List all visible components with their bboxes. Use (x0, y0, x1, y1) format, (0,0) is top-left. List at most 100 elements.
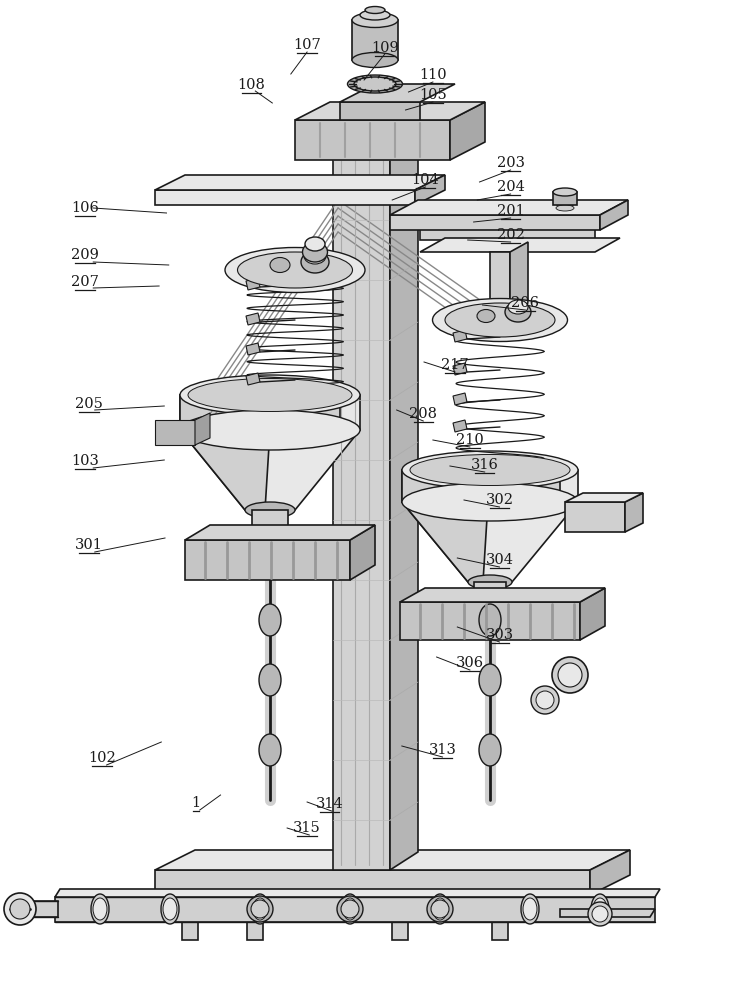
Ellipse shape (556, 201, 574, 207)
Polygon shape (450, 102, 485, 160)
Polygon shape (415, 175, 445, 205)
Polygon shape (510, 242, 528, 310)
Circle shape (531, 686, 559, 714)
Text: 102: 102 (88, 751, 116, 765)
Ellipse shape (180, 410, 360, 450)
Polygon shape (400, 588, 605, 602)
Polygon shape (490, 252, 510, 310)
Ellipse shape (354, 77, 396, 91)
Text: 209: 209 (71, 248, 99, 262)
Polygon shape (155, 870, 590, 895)
Text: 202: 202 (497, 228, 525, 242)
Circle shape (592, 906, 608, 922)
Ellipse shape (180, 375, 360, 415)
Ellipse shape (431, 894, 449, 924)
Ellipse shape (508, 300, 528, 314)
Circle shape (10, 899, 30, 919)
Ellipse shape (270, 257, 290, 272)
Text: 217: 217 (441, 358, 469, 372)
Ellipse shape (348, 75, 403, 93)
Polygon shape (295, 102, 485, 120)
Text: 203: 203 (497, 156, 525, 170)
Ellipse shape (259, 604, 281, 636)
Polygon shape (565, 502, 625, 532)
Text: 1: 1 (192, 796, 201, 810)
Ellipse shape (591, 894, 609, 924)
Text: 201: 201 (497, 204, 525, 218)
Circle shape (552, 657, 588, 693)
Ellipse shape (188, 378, 352, 412)
Ellipse shape (556, 193, 574, 199)
Polygon shape (392, 892, 408, 940)
Ellipse shape (343, 898, 357, 920)
Ellipse shape (402, 451, 578, 489)
Polygon shape (195, 413, 210, 445)
Ellipse shape (251, 894, 269, 924)
Text: 210: 210 (456, 433, 484, 447)
Text: 306: 306 (456, 656, 484, 670)
Polygon shape (185, 525, 375, 540)
Ellipse shape (479, 734, 501, 766)
Ellipse shape (360, 10, 390, 20)
Polygon shape (580, 588, 605, 640)
Ellipse shape (259, 734, 281, 766)
Ellipse shape (259, 664, 281, 696)
Ellipse shape (593, 898, 607, 920)
Ellipse shape (303, 242, 328, 262)
Polygon shape (402, 502, 578, 582)
Text: 110: 110 (419, 68, 447, 82)
Ellipse shape (305, 237, 325, 251)
Polygon shape (295, 120, 450, 160)
Polygon shape (420, 228, 595, 240)
Ellipse shape (556, 189, 574, 195)
Text: 104: 104 (411, 173, 440, 187)
Polygon shape (55, 889, 660, 897)
Ellipse shape (523, 898, 537, 920)
Polygon shape (340, 84, 455, 102)
Ellipse shape (91, 894, 109, 924)
Polygon shape (590, 850, 630, 895)
Text: 301: 301 (75, 538, 103, 552)
Ellipse shape (445, 303, 555, 337)
Polygon shape (246, 313, 260, 325)
Polygon shape (155, 850, 630, 870)
Polygon shape (402, 470, 560, 502)
Polygon shape (453, 420, 467, 432)
Text: 108: 108 (238, 78, 266, 92)
Polygon shape (155, 420, 195, 445)
Ellipse shape (432, 298, 568, 342)
Polygon shape (402, 470, 578, 502)
Ellipse shape (341, 894, 359, 924)
Ellipse shape (556, 197, 574, 203)
Text: 109: 109 (371, 41, 399, 55)
Polygon shape (155, 190, 415, 205)
Circle shape (4, 893, 36, 925)
Polygon shape (30, 901, 58, 917)
Polygon shape (340, 102, 420, 120)
Polygon shape (400, 602, 580, 640)
Text: 208: 208 (409, 407, 437, 421)
Ellipse shape (352, 12, 398, 27)
Polygon shape (453, 330, 467, 342)
Ellipse shape (477, 310, 495, 322)
Text: 316: 316 (471, 458, 499, 472)
Circle shape (588, 902, 612, 926)
Ellipse shape (253, 898, 267, 920)
Polygon shape (492, 892, 508, 940)
Ellipse shape (93, 898, 107, 920)
Ellipse shape (163, 898, 177, 920)
Text: 103: 103 (71, 454, 99, 468)
Polygon shape (420, 238, 620, 252)
Text: 303: 303 (485, 628, 514, 642)
Ellipse shape (468, 575, 512, 589)
Polygon shape (180, 430, 360, 510)
Polygon shape (252, 510, 288, 550)
Polygon shape (402, 502, 488, 582)
Polygon shape (625, 493, 643, 532)
Ellipse shape (245, 502, 295, 518)
Ellipse shape (505, 302, 531, 322)
Text: 304: 304 (485, 553, 514, 567)
Polygon shape (180, 395, 360, 430)
Ellipse shape (479, 604, 501, 636)
Circle shape (247, 896, 273, 922)
